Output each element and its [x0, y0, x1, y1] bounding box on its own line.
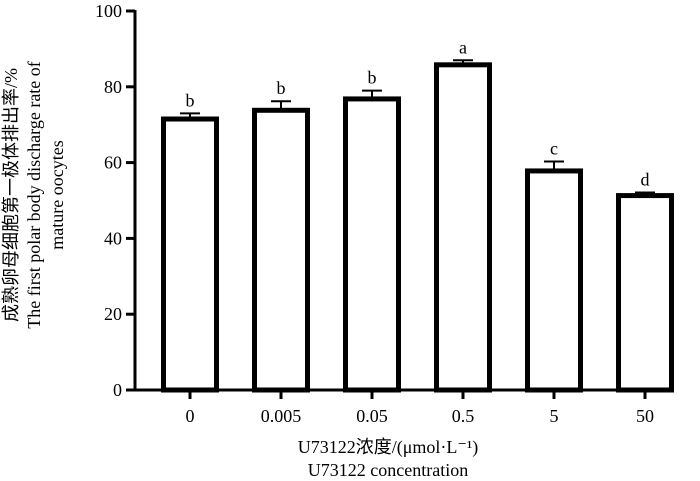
x-tick-label: 0.5	[452, 406, 475, 426]
y-tick-label: 20	[104, 304, 122, 324]
bars: b b b a c d	[161, 37, 674, 393]
bar	[616, 193, 674, 393]
y-tick-label: 80	[104, 77, 122, 97]
bar	[252, 107, 310, 393]
bar	[161, 116, 219, 393]
y-axis-title-line1: 成熟卵母细胞第一极体排出率/%	[1, 68, 21, 322]
x-axis-ticks: 0 0.005 0.05 0.5 5 50	[186, 390, 654, 426]
significance-label: b	[186, 90, 195, 110]
bar	[434, 62, 492, 393]
x-axis-title-line1: U73122浓度/(μmol·L⁻¹)	[298, 437, 479, 458]
x-tick-label: 0.05	[356, 406, 388, 426]
y-axis-title-line2: The first polar body discharge rate of	[24, 61, 44, 329]
bar	[525, 168, 583, 393]
y-tick-label: 100	[95, 1, 122, 21]
x-tick-label: 0	[186, 406, 195, 426]
y-axis-ticks: 0 20 40 60 80 100	[95, 1, 135, 400]
significance-label: a	[459, 37, 467, 57]
x-tick-label: 5	[550, 406, 559, 426]
significance-label: c	[550, 138, 558, 158]
y-tick-label: 40	[104, 228, 122, 248]
x-tick-label: 0.005	[261, 406, 302, 426]
significance-label: b	[277, 78, 286, 98]
x-tick-label: 50	[636, 406, 654, 426]
significance-label: d	[641, 170, 650, 190]
y-axis-title-line3: mature oocytes	[47, 140, 67, 249]
y-tick-label: 0	[113, 380, 122, 400]
y-tick-label: 60	[104, 153, 122, 173]
bar	[343, 96, 401, 393]
x-axis-title-line2: U73122 concentration	[308, 460, 468, 480]
significance-label: b	[368, 68, 377, 88]
